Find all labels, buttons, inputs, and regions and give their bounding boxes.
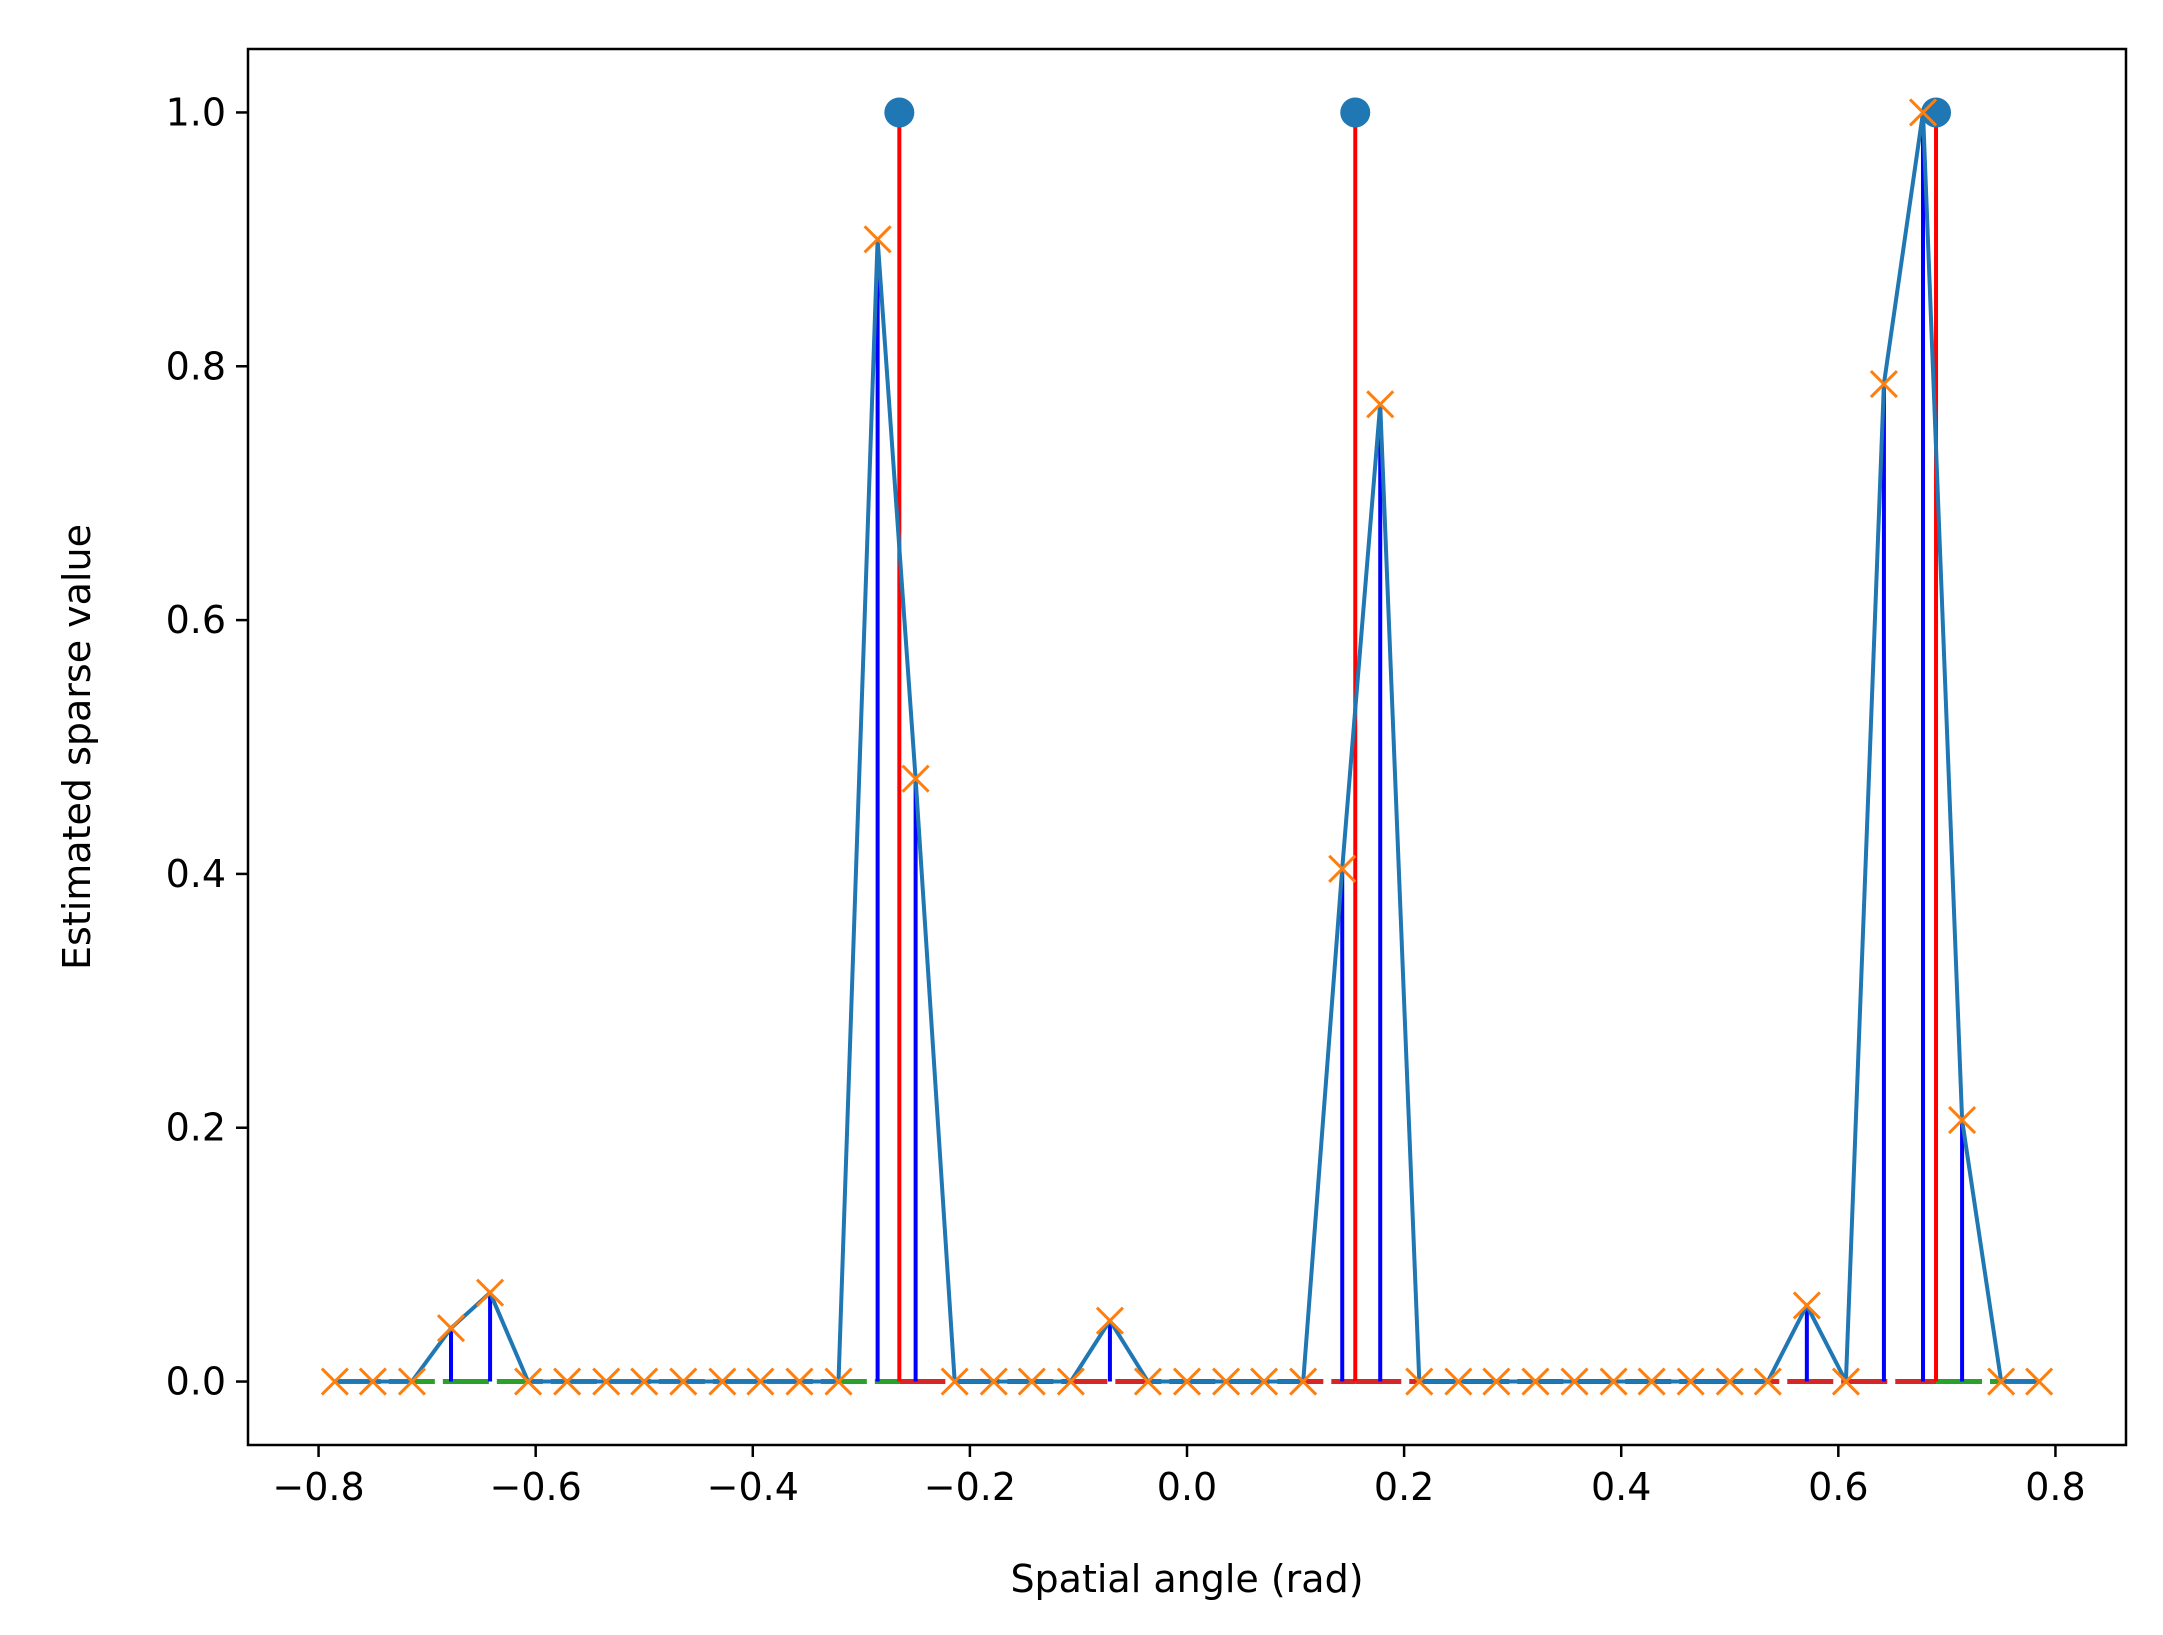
estimate-marker: [2025, 1367, 2054, 1396]
x-tick-label: 0.4: [1591, 1465, 1651, 1509]
x-tick-label: 0.8: [2025, 1465, 2085, 1509]
plot-area: [320, 97, 2054, 1396]
estimate-marker: [1405, 1367, 1434, 1396]
estimate-marker: [553, 1367, 582, 1396]
y-tick-label: 0.8: [166, 344, 226, 388]
y-tick-label: 0.2: [166, 1106, 226, 1150]
estimate-marker: [669, 1367, 698, 1396]
estimate-marker: [708, 1367, 737, 1396]
x-axis-title: Spatial angle (rad): [1010, 1557, 1363, 1601]
estimate-marker: [979, 1367, 1008, 1396]
estimate-marker: [746, 1367, 775, 1396]
true-source-marker: [884, 97, 915, 128]
estimate-marker: [1715, 1367, 1744, 1396]
estimate-marker: [1172, 1367, 1202, 1396]
estimate-marker: [1521, 1367, 1550, 1396]
y-tick-label: 0.0: [166, 1360, 226, 1404]
estimate-marker: [1056, 1367, 1085, 1396]
y-tick-label: 0.6: [166, 598, 226, 642]
estimate-marker: [785, 1367, 814, 1396]
estimate-marker: [476, 1278, 505, 1307]
estimate-marker: [1133, 1367, 1162, 1396]
estimate-marker: [1017, 1367, 1046, 1396]
estimate-marker: [1366, 390, 1395, 419]
estimate-marker: [397, 1367, 426, 1396]
y-tick-label: 0.4: [166, 852, 226, 896]
estimate-marker: [1869, 369, 1898, 399]
estimate-marker: [901, 764, 930, 793]
x-tick-label: −0.2: [924, 1465, 1016, 1509]
estimate-marker: [1095, 1306, 1124, 1335]
true-source-marker: [1921, 97, 1952, 128]
estimate-marker: [1987, 1367, 2016, 1396]
estimate-marker: [1212, 1367, 1241, 1396]
estimate-marker: [358, 1367, 387, 1396]
estimate-marker: [940, 1367, 969, 1396]
estimate-marker: [1250, 1367, 1279, 1396]
x-tick-label: 0.6: [1808, 1465, 1868, 1509]
estimate-marker: [1560, 1367, 1589, 1396]
estimate-marker: [824, 1367, 853, 1396]
estimate-marker: [436, 1314, 466, 1343]
estimate-marker: [1792, 1291, 1821, 1320]
x-tick-label: −0.8: [272, 1465, 364, 1509]
estimate-marker: [320, 1367, 349, 1396]
estimate-marker: [592, 1367, 621, 1396]
x-tick-label: −0.4: [707, 1465, 799, 1509]
axis-ticks: −0.8 −0.6 −0.4 −0.2 0.0 0.2 0.4 0.6 0.8 0.0 0.2 0.4…: [166, 90, 2086, 1509]
estimate-marker: [1948, 1106, 1977, 1135]
estimate-marker: [1908, 98, 1938, 127]
estimate-marker: [1289, 1367, 1318, 1396]
y-axis-title: Estimated sparse value: [55, 524, 99, 970]
y-tick-label: 1.0: [166, 90, 226, 134]
estimate-marker: [630, 1367, 659, 1396]
x-tick-label: −0.6: [490, 1465, 582, 1509]
x-tick-label: 0.2: [1374, 1465, 1434, 1509]
estimate-marker: [1676, 1367, 1705, 1396]
estimate-marker: [1831, 1367, 1860, 1396]
estimate-marker: [1482, 1367, 1511, 1396]
estimate-marker: [1637, 1367, 1666, 1396]
estimate-marker: [514, 1367, 543, 1396]
true-source-marker: [1340, 97, 1371, 128]
x-tick-label: 0.0: [1157, 1465, 1217, 1509]
estimate-marker: [1444, 1367, 1473, 1396]
estimate-marker: [1599, 1367, 1628, 1396]
estimate-marker: [1328, 854, 1357, 883]
estimate-marker: [1753, 1367, 1782, 1396]
estimate-marker: [863, 225, 892, 254]
